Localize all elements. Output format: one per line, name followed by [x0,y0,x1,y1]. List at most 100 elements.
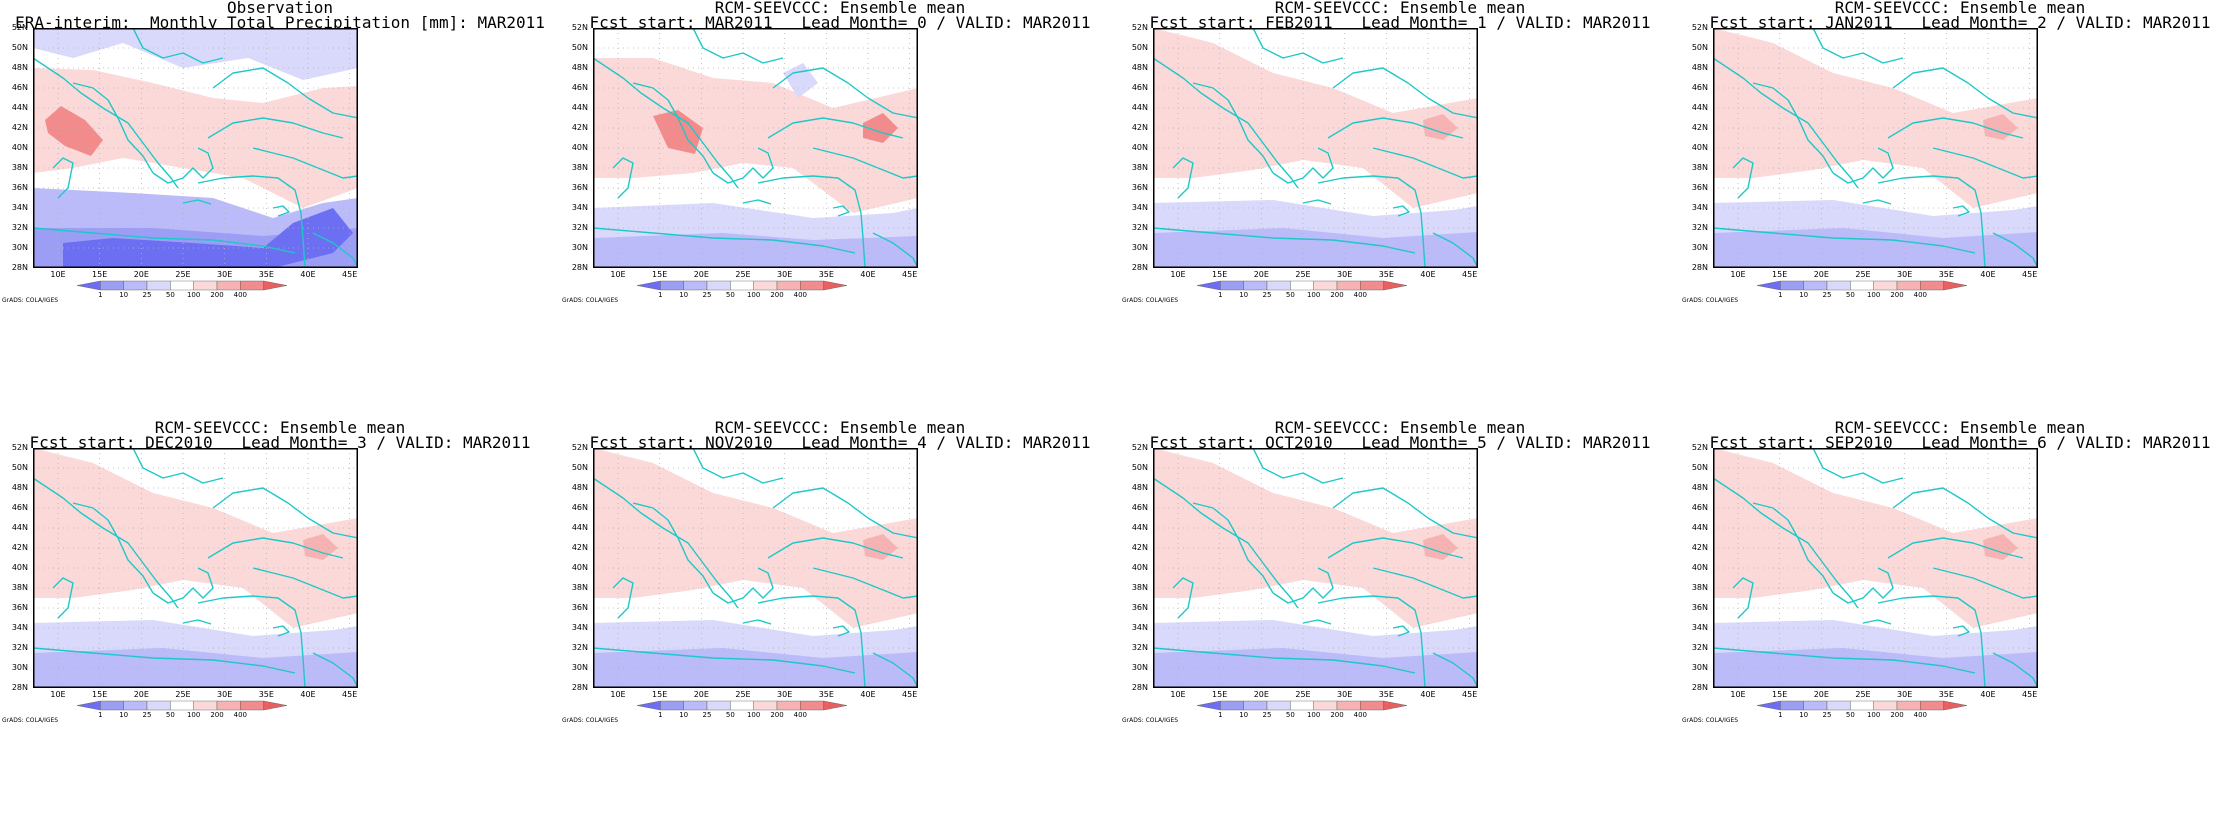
lon-tick-label: 10E [1730,690,1746,699]
colorbar-tick-label: 50 [165,711,175,719]
precipitation-map [593,448,918,688]
coastline-adriatic-east [632,502,714,594]
graticule [593,28,918,268]
colorbar-tick-label: 50 [1845,711,1855,719]
precipitation-map [1713,448,2038,688]
colorbar-tick-label: 10 [119,291,129,299]
lat-tick-label: 46N [11,503,28,512]
colorbar-tick-label: 1 [658,711,663,719]
lat-tick-label: 36N [11,183,28,192]
grads-credit: GrADS: COLA/IGES [2,717,59,724]
colorbar-segment [776,700,801,711]
coastline-north-africa [593,647,856,674]
colorbar-segment [1383,700,1408,711]
graticule [1153,448,1478,688]
coastline-north-africa [1153,227,1416,254]
coastline-cyprus [1392,205,1410,217]
colorbar-segment [1873,700,1898,711]
lat-tick-label: 50N [11,43,28,52]
border-turkey-east [1372,147,1478,179]
lat-tick-label: 44N [571,523,588,532]
lon-tick-label: 45E [1462,270,1478,279]
lat-tick-label: 38N [1131,583,1148,592]
lat-tick-label: 40N [1691,563,1708,572]
colorbar-segment [100,280,124,291]
lon-tick-label: 10E [1170,270,1186,279]
colorbar-segment [1313,700,1338,711]
coastline-red-sea [1432,232,1478,268]
lat-tick-label: 42N [1691,543,1708,552]
lon-tick-label: 25E [1855,270,1871,279]
colorbar-segment [1336,280,1361,291]
colorbar-tick-label: 200 [210,291,224,299]
colorbar-segment [1826,700,1851,711]
coastline-red-sea [312,652,358,688]
colorbar-segment [823,700,848,711]
colorbar-segment [193,700,218,711]
lon-tick-label: 30E [1337,690,1353,699]
lon-tick-label: 30E [777,690,793,699]
graticule [33,28,358,268]
lon-tick-label: 45E [902,270,918,279]
coastline-red-sea [1992,232,2038,268]
lat-tick-label: 40N [1691,143,1708,152]
map-panel: RCM-SEEVCCC: Ensemble mean Fcst start: NO… [560,420,1120,840]
lat-tick-label: 48N [1691,63,1708,72]
panel-subtitle: Fcst start: SEP2010 Lead Month= 6 / VALI… [1709,433,2211,452]
grads-credit: GrADS: COLA/IGES [1122,717,1179,724]
colorbar-segment [1266,700,1291,711]
lat-tick-label: 44N [571,103,588,112]
precip-band-south-strong [593,233,918,268]
map-frame [1713,448,2038,688]
colorbar-tick-label: 400 [1913,291,1928,299]
lat-tick-label: 42N [1131,123,1148,132]
border-turkey-east [252,567,358,599]
lat-tick-label: 28N [11,263,28,272]
colorbar-segment [1896,280,1921,291]
coastline-crete [182,199,212,205]
colorbar-segment [730,700,754,711]
coastline-adriatic-west [1713,57,1859,189]
precipitation-map [1153,28,1478,268]
colorbar-tick-label: 400 [1353,291,1368,299]
colorbar-tick-label: 200 [1330,711,1344,719]
precip-max-east [1983,114,2018,140]
colorbar-tick-label: 400 [793,291,808,299]
coastline-adriatic-west [33,57,179,189]
lon-tick-label: 10E [610,690,626,699]
colorbar-tick-label: 1 [1218,711,1223,719]
precip-band-south-strong [1153,228,1478,268]
precip-max-east [303,534,338,560]
lat-tick-label: 34N [1691,203,1708,212]
coastline-crete [182,619,212,625]
colorbar-tick-label: 10 [679,711,689,719]
grads-credit: GrADS: COLA/IGES [2,297,59,304]
coastline-adriatic-east [1752,82,1834,174]
coastline-black-sea-south [1327,537,1464,559]
border-turkey-east [812,567,918,599]
lat-tick-label: 50N [571,43,588,52]
lon-tick-label: 30E [217,270,233,279]
colorbar-segment [1313,280,1338,291]
colorbar-tick-label: 200 [1890,291,1904,299]
lat-tick-label: 32N [11,223,28,232]
coastline-black-sea-south [207,117,344,139]
coastline-crete [1862,619,1892,625]
colorbar-segment [216,280,241,291]
lat-tick-label: 28N [1131,263,1148,272]
colorbar-tick-label: 200 [770,291,784,299]
coastline-sardinia [1172,157,1194,199]
coastline-adriatic-east [1192,82,1274,174]
colorbar-segment [1873,280,1898,291]
colorbar-segment [1196,280,1221,291]
lon-tick-label: 40E [860,270,876,279]
lat-tick-label: 40N [571,563,588,572]
lat-tick-label: 48N [1131,63,1148,72]
lat-tick-label: 32N [1691,223,1708,232]
lat-tick-label: 42N [571,123,588,132]
lat-tick-label: 44N [11,103,28,112]
colorbar-tick-label: 50 [725,291,735,299]
lat-tick-label: 52N [11,23,28,32]
colorbar-tick-label: 1 [1778,291,1783,299]
